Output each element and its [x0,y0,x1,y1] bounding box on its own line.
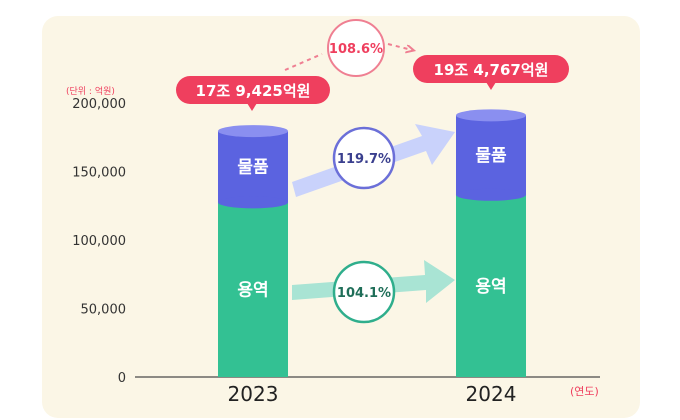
x-tick-label: 2024 [466,382,517,406]
bar-stack-2024: 용역 물품 [456,109,526,377]
total-growth-arrow [284,53,323,71]
total-label-2023: 17조 9,425억원 [176,76,330,111]
bar-segment [218,202,288,377]
services-growth-label: 104.1% [337,286,391,301]
total-label-2024: 19조 4,767억원 [413,55,569,90]
total-value-2023: 17조 9,425억원 [196,82,311,100]
bar-segment-curve [218,196,288,209]
y-tick-label: 100,000 [72,234,126,249]
y-tick-label: 0 [118,371,126,386]
bar-segment [456,115,526,195]
goods-growth-label: 119.7% [337,152,391,167]
total-value-2024: 19조 4,767억원 [434,61,549,79]
bar-top-cap [218,125,288,138]
unit-label: (단위 : 억원) [66,85,115,97]
bar-stack-2023: 용역 물품 [218,125,288,377]
services-growth-badge: 104.1% [332,260,396,324]
y-tick-label: 50,000 [81,303,127,318]
total-growth-arrow-head [387,43,412,50]
y-tick-label: 150,000 [72,166,126,181]
x-axis-labels: 2023 2024 [228,382,517,406]
y-axis: 0 50,000 100,000 150,000 200,000 [72,97,126,386]
bar-segment [218,131,288,203]
bar-segment-label: 용역 [237,281,268,301]
bar-segment-label: 물품 [237,158,269,178]
y-tick-label: 200,000 [72,97,126,112]
goods-growth-badge: 119.7% [332,126,396,190]
bar-top-cap [456,109,526,122]
total-growth-label: 108.6% [329,42,383,57]
x-unit-label: (연도) [570,385,599,398]
bar-segment [456,194,526,377]
bar-segment-label: 용역 [475,277,506,297]
bar-segment-curve [456,188,526,201]
total-growth-badge: 108.6% [327,19,385,77]
bar-segment-label: 물품 [475,146,507,166]
x-tick-label: 2023 [228,382,279,406]
